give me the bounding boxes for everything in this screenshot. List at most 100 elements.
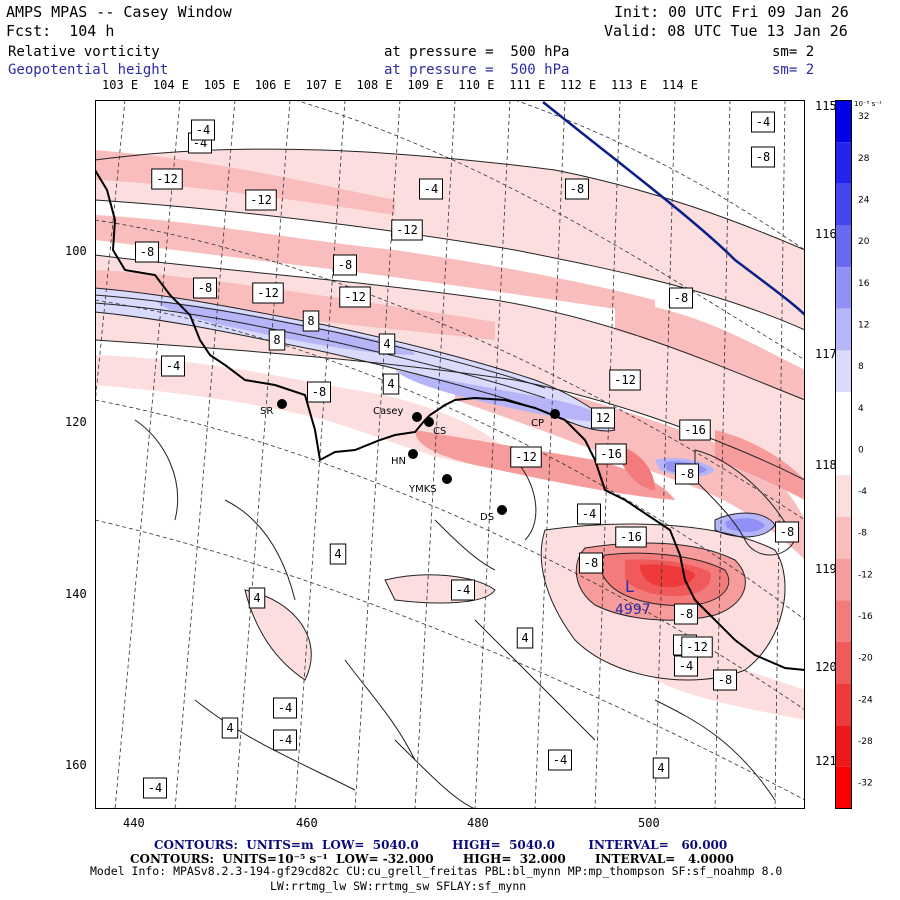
station-label-sr: SR: [260, 406, 273, 417]
contour-label: -12: [614, 373, 636, 387]
colorbar-swatch: [835, 308, 852, 351]
contour-label: -4: [582, 507, 596, 521]
contour-label: -4: [278, 733, 292, 747]
colorbar-label: -28: [858, 737, 873, 747]
contour-label-box: [221, 717, 239, 739]
field1-name: Relative vorticity: [8, 44, 160, 60]
contour-label-box: [273, 697, 297, 719]
contour-label: -4: [424, 182, 438, 196]
colorbar-label: 0: [858, 445, 864, 455]
field2-name: Geopotential height: [8, 62, 169, 78]
contour-label: -4: [148, 781, 162, 795]
contour-label: -8: [338, 258, 352, 272]
contour-label: -8: [756, 150, 770, 164]
contour-label: 4: [253, 591, 260, 605]
contour-label-box: [252, 282, 284, 304]
contour-label-box: [669, 287, 693, 309]
forecast-hour: Fcst: 104 h: [6, 22, 115, 40]
contour-label-box: [595, 443, 627, 465]
contour-label-box: [681, 636, 713, 658]
colorbar-swatch: [835, 142, 852, 184]
colorbar-label: -20: [858, 654, 873, 664]
station-hn-dot: [408, 449, 418, 459]
contour-label: -8: [680, 467, 694, 481]
colorbar-swatch: [835, 641, 852, 684]
colorbar-swatch: [835, 558, 852, 601]
longitude-label-top: 107 E: [305, 78, 342, 92]
contour-label: 8: [273, 333, 280, 347]
footer-model-info: Model Info: MPASv8.2.3-194-gf29cd82c CU:…: [90, 864, 783, 878]
contour-label-box: [193, 277, 217, 299]
low-center-symbol: L: [625, 577, 634, 596]
colorbar-label: -24: [858, 695, 873, 705]
colorbar-swatch: [835, 392, 852, 434]
map-frame: [95, 100, 805, 809]
contour-label-box: [516, 627, 534, 649]
colorbar: 32 28 24 20 16 12 8 4 0 -4 -8 -12 -16 -20 -24 -28 -32 10…: [835, 100, 882, 809]
colorbar-swatch: [835, 350, 852, 393]
x-axis-tick: 440: [123, 816, 145, 830]
contour-label-box: [674, 603, 698, 625]
x-axis-tick: 460: [296, 816, 318, 830]
station-label-ymks: YMKS: [408, 484, 437, 495]
contour-label-box: [135, 241, 159, 263]
x-axis-tick: 500: [638, 816, 660, 830]
y-axis-tick: 100: [65, 244, 87, 258]
latlon-grid: [95, 100, 805, 809]
station-cs-dot: [424, 417, 434, 427]
contour-label: -4: [456, 583, 470, 597]
contour-label-box: [143, 777, 167, 799]
contour-label-box: [307, 381, 331, 403]
contour-label-box: [378, 333, 396, 355]
colorbar-label: 20: [858, 237, 870, 247]
contour-label: -4: [553, 753, 567, 767]
init-time: Init: 00 UTC Fri 09 Jan 26: [614, 3, 849, 21]
field2-smoothing: sm= 2: [772, 62, 815, 78]
longitude-label-top: 108 E: [356, 78, 393, 92]
contour-label: -8: [718, 673, 732, 687]
contour-label-box: [245, 189, 277, 211]
colorbar-label: 28: [858, 154, 870, 164]
contour-label-box: [675, 463, 699, 485]
contour-label-box: [248, 587, 266, 609]
low-center-value: 4997: [615, 602, 651, 618]
contour-label-box: [273, 729, 297, 751]
station-markers: [277, 399, 560, 515]
colorbar-label: 32: [858, 112, 869, 122]
colorbar-swatch: [835, 183, 852, 226]
field2-level: at pressure = 500 hPa: [384, 62, 570, 78]
field1-smoothing: sm= 2: [772, 44, 815, 60]
contour-label: 4: [334, 547, 341, 561]
longitude-label-top: 104 E: [152, 78, 190, 92]
station-label-cp: CP: [531, 418, 544, 429]
colorbar-swatch: [835, 225, 852, 268]
y-axis-tick: 120: [65, 415, 87, 429]
contour-label: -4: [278, 701, 292, 715]
colorbar-label: 8: [858, 362, 864, 372]
contour-label-box: [451, 579, 475, 601]
contour-label: 4: [521, 631, 528, 645]
contour-label-box: [652, 757, 670, 779]
contour-label: -16: [600, 447, 622, 461]
colorbar-label: -32: [858, 779, 873, 789]
contour-label-box: [679, 419, 711, 441]
longitude-label-top: 112 E: [560, 78, 597, 92]
contour-label: 4: [387, 377, 394, 391]
contour-label: -8: [570, 182, 584, 196]
y-axis-tick: 140: [65, 587, 87, 601]
station-casey-dot: [412, 412, 422, 422]
contour-label: -8: [780, 525, 794, 539]
colorbar-unit: 10⁻⁵ s⁻¹: [854, 100, 882, 108]
colorbar-swatch: [835, 267, 852, 309]
contour-label: -12: [257, 286, 279, 300]
longitude-label-top: 110 E: [458, 78, 495, 92]
longitude-label-top: 114 E: [661, 78, 699, 92]
contour-label: -12: [515, 450, 537, 464]
footer-vorticity-contours: CONTOURS: UNITS=10⁻⁵ s⁻¹ LOW= -32.000 HI…: [130, 852, 734, 866]
contour-label: 4: [383, 337, 390, 351]
colorbar-swatch: [835, 475, 852, 517]
valid-time: Valid: 08 UTC Tue 13 Jan 26: [604, 22, 848, 40]
contour-label-box: [713, 669, 737, 691]
contour-label-box: [615, 526, 647, 548]
contour-label: -12: [344, 290, 366, 304]
